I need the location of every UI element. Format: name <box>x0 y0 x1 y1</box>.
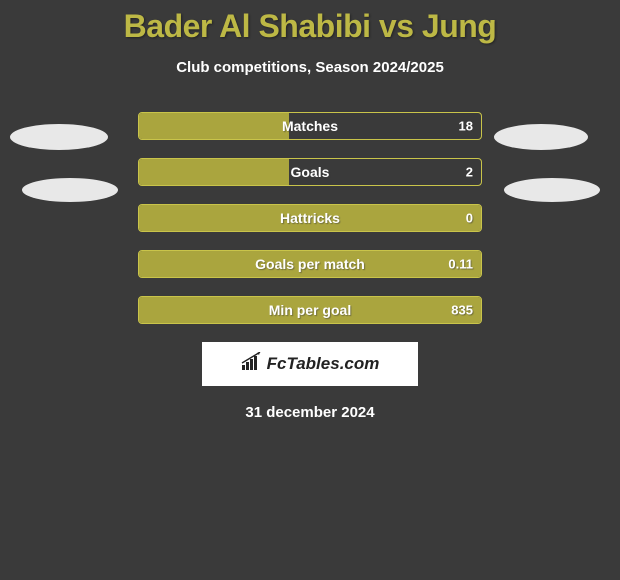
date-text: 31 december 2024 <box>0 404 620 421</box>
stat-row-min-per-goal: Min per goal 835 <box>138 296 482 324</box>
player-right-avatar-placeholder-2 <box>504 178 600 202</box>
bar-chart-icon <box>241 352 263 377</box>
stat-value: 0 <box>466 211 473 226</box>
stats-container: Matches 18 Goals 2 Hattricks 0 Goals per… <box>138 112 482 324</box>
player-left-avatar-placeholder-2 <box>22 178 118 202</box>
page-title: Bader Al Shabibi vs Jung <box>0 0 620 45</box>
stat-label: Goals <box>139 164 481 180</box>
stat-row-goals-per-match: Goals per match 0.11 <box>138 250 482 278</box>
stat-value: 0.11 <box>448 257 473 272</box>
stat-value: 18 <box>459 119 473 134</box>
stat-value: 2 <box>466 165 473 180</box>
brand-text: FcTables.com <box>267 354 380 374</box>
subtitle: Club competitions, Season 2024/2025 <box>0 59 620 76</box>
player-right-avatar-placeholder-1 <box>494 124 588 150</box>
stat-row-matches: Matches 18 <box>138 112 482 140</box>
stat-row-hattricks: Hattricks 0 <box>138 204 482 232</box>
brand-box: FcTables.com <box>202 342 418 386</box>
player-left-avatar-placeholder-1 <box>10 124 108 150</box>
stat-value: 835 <box>451 303 473 318</box>
stat-row-goals: Goals 2 <box>138 158 482 186</box>
stat-label: Min per goal <box>139 302 481 318</box>
stat-label: Matches <box>139 118 481 134</box>
stat-label: Hattricks <box>139 210 481 226</box>
stat-label: Goals per match <box>139 256 481 272</box>
